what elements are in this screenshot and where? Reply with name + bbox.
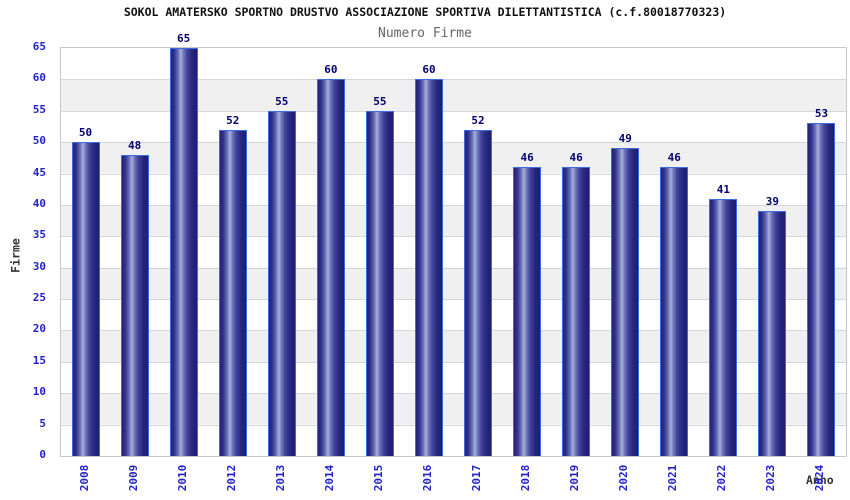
- bar: [169, 48, 198, 456]
- gridline: [61, 204, 846, 206]
- y-tick-label: 40: [32, 196, 46, 210]
- bar: [807, 123, 836, 456]
- gridline: [61, 173, 846, 175]
- gridline: [61, 79, 846, 81]
- bar: [71, 142, 100, 456]
- x-tick-label: 2015: [371, 464, 385, 492]
- bar: [464, 129, 493, 456]
- plot-area: 50 48 65 52 55 60 55 60 52 46 46 49 46 41 39 53: [60, 32, 847, 457]
- bar: [611, 148, 640, 456]
- x-tick-label: 2016: [420, 464, 434, 492]
- bar-value-label: 46: [569, 151, 583, 165]
- chart-title: SOKOL AMATERSKO SPORTNO DRUSTVO ASSOCIAZ…: [123, 5, 727, 19]
- gridline: [61, 299, 846, 301]
- x-tick-label: 2009: [126, 464, 140, 492]
- bar-value-label: 53: [814, 107, 829, 121]
- bar-value-label: 50: [78, 126, 93, 140]
- x-tick-label: 2024: [813, 464, 827, 492]
- x-tick-label: 2019: [568, 464, 582, 492]
- y-tick-label: 20: [32, 322, 46, 336]
- gridline: [61, 142, 846, 144]
- x-tick-label: 2021: [666, 464, 680, 492]
- gridline: [61, 267, 846, 269]
- bar-value-label: 39: [765, 195, 780, 209]
- y-tick-label: 35: [32, 228, 46, 242]
- bar: [562, 167, 591, 456]
- bar-value-label: 41: [716, 182, 730, 196]
- gridline: [61, 393, 846, 395]
- y-tick-label: 55: [32, 102, 46, 116]
- y-tick-label: 0: [39, 448, 46, 461]
- bar-value-label: 55: [373, 94, 387, 108]
- gridline: [61, 361, 846, 363]
- x-tick-label: 2022: [715, 464, 729, 492]
- x-tick-label: 2013: [273, 464, 287, 492]
- bar-value-label: 46: [667, 151, 681, 165]
- x-axis-title: Anno: [806, 473, 834, 487]
- chart-subtitle: Numero Firme: [378, 26, 472, 41]
- bar-value-label: 49: [618, 132, 632, 146]
- y-tick-label: 60: [32, 71, 46, 85]
- bar-value-label: 60: [422, 63, 436, 77]
- y-tick-label: 25: [32, 291, 46, 305]
- y-tick-label: 30: [32, 259, 46, 273]
- x-tick-label: 2023: [764, 464, 778, 492]
- x-tick-label: 2012: [224, 464, 238, 492]
- y-tick-label: 15: [32, 353, 46, 367]
- x-tick-label: 2017: [470, 464, 484, 492]
- bar: [120, 154, 149, 456]
- bar: [709, 198, 738, 456]
- x-tick-label: 2010: [175, 464, 189, 492]
- gridline: [61, 424, 846, 426]
- bar-value-label: 52: [226, 113, 240, 127]
- bar-value-label: 55: [275, 94, 289, 108]
- bar: [316, 79, 345, 456]
- bar: [758, 211, 787, 456]
- gridline: [61, 236, 846, 238]
- bar-value-label: 52: [471, 113, 485, 127]
- x-tick-label: 2018: [519, 464, 533, 492]
- y-tick-label: 10: [32, 385, 46, 399]
- bar: [218, 129, 247, 456]
- y-tick-label: 5: [39, 416, 46, 430]
- y-tick-label: 45: [32, 165, 46, 179]
- bar: [660, 167, 689, 456]
- bar: [365, 110, 394, 456]
- gridline: [61, 110, 846, 112]
- x-tick-label: 2020: [617, 464, 631, 492]
- bar: [414, 79, 443, 456]
- x-tick-label: 2014: [322, 464, 336, 492]
- bar-value-label: 60: [324, 63, 338, 77]
- y-tick-label: 65: [32, 40, 46, 53]
- y-tick-label: 50: [32, 134, 46, 148]
- bar: [267, 110, 296, 456]
- bar: [513, 167, 542, 456]
- gridline: [61, 330, 846, 332]
- bar-value-label: 48: [127, 138, 142, 152]
- bar-value-label: 46: [520, 151, 534, 165]
- x-tick-label: 2008: [77, 464, 91, 492]
- bar-value-label: 65: [177, 32, 191, 45]
